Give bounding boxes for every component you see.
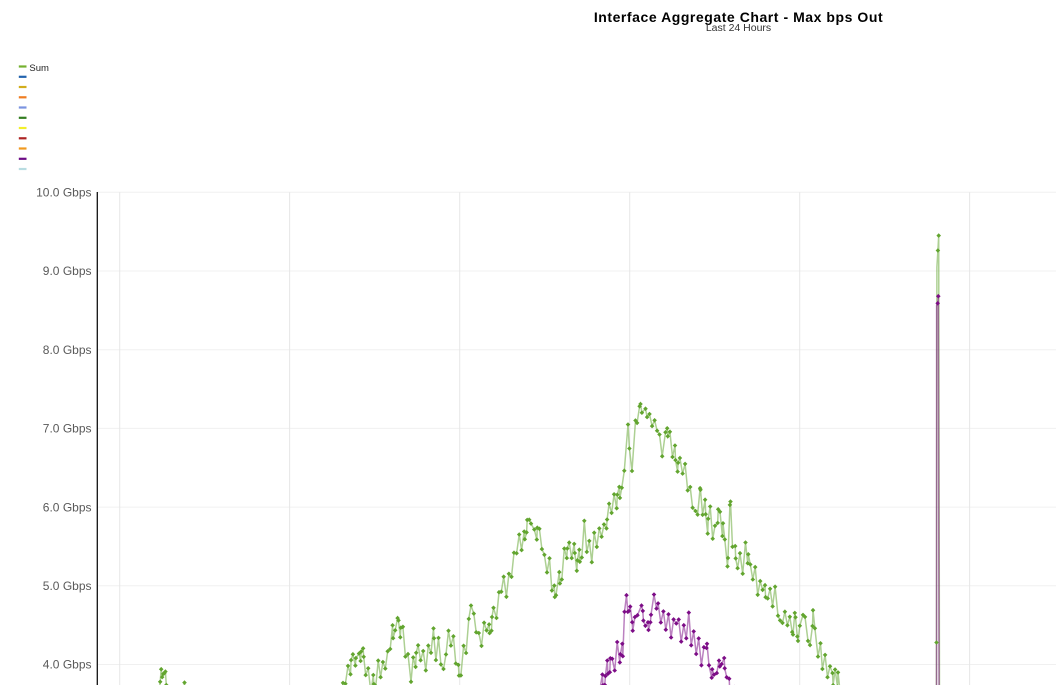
svg-text:7.0 Gbps: 7.0 Gbps <box>43 422 92 436</box>
svg-text:5.0 Gbps: 5.0 Gbps <box>43 579 92 593</box>
svg-text:Last 24 Hours: Last 24 Hours <box>706 22 771 34</box>
svg-text:Sum: Sum <box>29 63 49 74</box>
svg-text:4.0 Gbps: 4.0 Gbps <box>43 658 92 672</box>
svg-text:9.0 Gbps: 9.0 Gbps <box>43 264 92 278</box>
svg-text:8.0 Gbps: 8.0 Gbps <box>43 343 92 357</box>
svg-text:6.0 Gbps: 6.0 Gbps <box>43 500 92 514</box>
svg-text:Interface Aggregate Chart - Ma: Interface Aggregate Chart - Max bps Out <box>594 9 883 25</box>
svg-text:10.0 Gbps: 10.0 Gbps <box>36 186 91 200</box>
